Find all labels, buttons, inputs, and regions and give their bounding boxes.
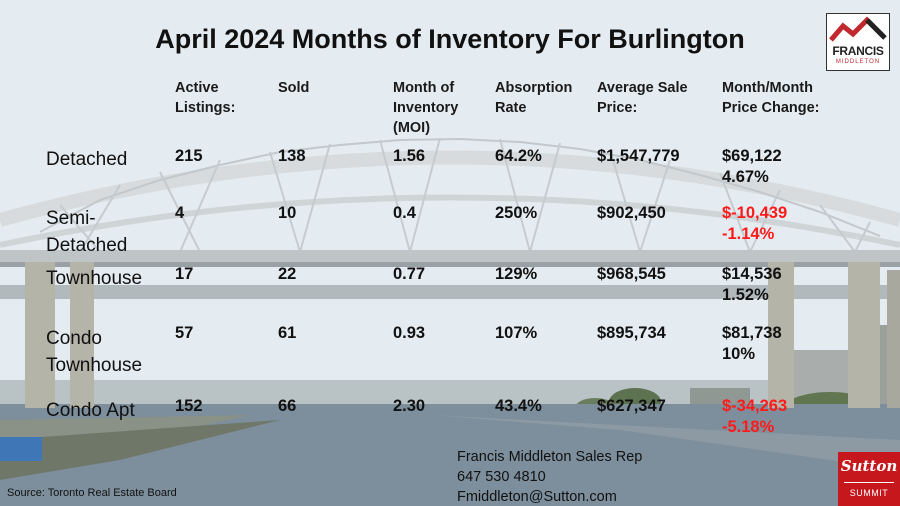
contact-email: Fmiddleton@Sutton.com — [457, 489, 617, 505]
sold-value: 138 — [278, 147, 306, 165]
absorption-rate-value: 129% — [495, 265, 538, 283]
source-note: Source: Toronto Real Estate Board — [7, 487, 177, 499]
header-absorption-rate: Absorption Rate — [495, 80, 573, 116]
header-average-sale-price: Average Sale Price: — [597, 80, 688, 116]
price-change-cell: $-34,263 -5.18% — [722, 396, 787, 438]
average-price-value: $627,347 — [597, 397, 666, 415]
active-listings-value: 4 — [175, 204, 185, 222]
logo-subname: MIDDLETON — [835, 59, 881, 65]
absorption-rate-value: 107% — [495, 324, 538, 342]
header-month-price-change: Month/Month Price Change: — [722, 80, 820, 116]
average-price-value: $895,734 — [597, 324, 666, 342]
sold-value: 22 — [278, 265, 297, 283]
sutton-logo-sub: SUMMIT — [849, 488, 889, 498]
price-change-percent: -5.18% — [722, 418, 775, 436]
sold-value: 61 — [278, 324, 297, 342]
price-change-percent: 4.67% — [722, 168, 769, 186]
row-label-semi-detached: Semi- Detached — [46, 208, 128, 256]
price-change-percent: -1.14% — [722, 225, 775, 243]
contact-phone: 647 530 4810 — [457, 469, 546, 485]
active-listings-value: 17 — [175, 265, 194, 283]
moi-value: 0.4 — [393, 204, 416, 222]
moi-value: 0.77 — [393, 265, 426, 283]
moi-value: 2.30 — [393, 397, 426, 415]
sold-value: 66 — [278, 397, 297, 415]
sutton-logo: Sutton SUMMIT — [838, 452, 900, 506]
logo-name: FRANCIS — [832, 44, 884, 58]
row-label-condo-apt: Condo Apt — [46, 400, 135, 421]
slide-title: April 2024 Months of Inventory For Burli… — [155, 24, 745, 54]
price-change-amount: $14,536 — [722, 265, 782, 283]
active-listings-value: 152 — [175, 397, 203, 415]
row-label-townhouse: Townhouse — [46, 268, 143, 289]
average-price-value: $1,547,779 — [597, 147, 680, 165]
average-price-value: $902,450 — [597, 204, 666, 222]
absorption-rate-value: 64.2% — [495, 147, 542, 165]
header-sold: Sold — [278, 80, 310, 96]
price-change-cell: $14,536 1.52% — [722, 264, 782, 306]
moi-value: 1.56 — [393, 147, 426, 165]
price-change-percent: 1.52% — [722, 286, 769, 304]
price-change-amount: $-10,439 — [722, 204, 788, 222]
sutton-logo-word: Sutton — [840, 457, 898, 475]
active-listings-value: 57 — [175, 324, 194, 342]
row-label-condo-townhouse: Condo Townhouse — [46, 328, 143, 376]
absorption-rate-value: 43.4% — [495, 397, 542, 415]
price-change-amount: $69,122 — [722, 147, 782, 165]
contact-name: Francis Middleton Sales Rep — [457, 449, 643, 465]
sold-value: 10 — [278, 204, 297, 222]
price-change-cell: $81,738 10% — [722, 323, 782, 365]
price-change-cell: $-10,439 -1.14% — [722, 203, 787, 245]
average-price-value: $968,545 — [597, 265, 666, 283]
header-moi: Month of Inventory (MOI) — [393, 80, 459, 136]
moi-value: 0.93 — [393, 324, 426, 342]
absorption-rate-value: 250% — [495, 204, 538, 222]
price-change-cell: $69,122 4.67% — [722, 146, 782, 188]
header-active-listings: Active Listings: — [175, 80, 236, 116]
price-change-amount: $-34,263 — [722, 397, 788, 415]
francis-middleton-logo: FRANCIS MIDDLETON — [826, 13, 890, 71]
price-change-amount: $81,738 — [722, 324, 782, 342]
active-listings-value: 215 — [175, 147, 203, 165]
row-label-detached: Detached — [46, 149, 128, 170]
logo-divider — [844, 482, 894, 483]
house-roof-icon — [829, 16, 887, 42]
price-change-percent: 10% — [722, 345, 756, 363]
